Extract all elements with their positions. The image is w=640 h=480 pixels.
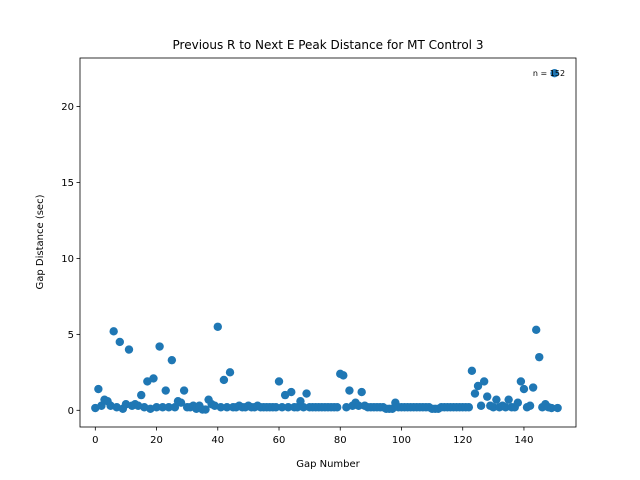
data-point bbox=[504, 395, 513, 404]
data-point bbox=[216, 403, 226, 412]
plot-area bbox=[79, 57, 577, 428]
data-point bbox=[137, 390, 146, 400]
y-tick-label: 10 bbox=[61, 254, 74, 265]
y-axis-label: Gap Distance (sec) bbox=[35, 194, 46, 289]
x-tick-label: 0 bbox=[92, 435, 98, 446]
data-point bbox=[513, 398, 523, 407]
data-point bbox=[535, 352, 544, 362]
sample-size-annotation: n = 152 bbox=[533, 69, 565, 78]
data-point bbox=[219, 375, 229, 385]
data-point bbox=[345, 386, 354, 395]
data-point bbox=[274, 377, 284, 386]
data-point bbox=[179, 386, 189, 395]
data-point bbox=[287, 387, 296, 397]
x-tick-label: 80 bbox=[334, 435, 347, 446]
chart-title: Previous R to Next E Peak Distance for M… bbox=[173, 38, 484, 52]
data-point bbox=[124, 345, 134, 354]
x-tick-label: 60 bbox=[273, 435, 286, 446]
y-tick-label: 5 bbox=[68, 330, 74, 341]
data-point bbox=[473, 381, 483, 391]
y-tick-label: 0 bbox=[68, 406, 74, 417]
x-tick-label: 100 bbox=[392, 435, 411, 446]
x-axis-label: Gap Number bbox=[296, 459, 360, 470]
y-tick-label: 20 bbox=[61, 102, 74, 113]
data-point bbox=[332, 403, 342, 412]
data-point bbox=[528, 383, 538, 392]
y-axis: 0 5 10 15 20 bbox=[61, 102, 80, 417]
data-point bbox=[531, 325, 541, 335]
data-point bbox=[489, 403, 498, 412]
data-point bbox=[492, 395, 501, 404]
data-point bbox=[109, 327, 118, 336]
data-point bbox=[547, 403, 556, 413]
data-point bbox=[149, 374, 158, 383]
data-point bbox=[550, 68, 559, 78]
data-point bbox=[553, 403, 562, 413]
data-point bbox=[464, 403, 474, 412]
data-point bbox=[158, 403, 167, 412]
data-point bbox=[519, 384, 529, 394]
data-point bbox=[339, 371, 348, 380]
data-point bbox=[225, 368, 235, 377]
data-point bbox=[201, 405, 210, 414]
data-point bbox=[483, 392, 492, 401]
data-point bbox=[271, 403, 281, 412]
data-point bbox=[525, 401, 535, 410]
data-point bbox=[283, 403, 293, 412]
data-point bbox=[222, 403, 232, 412]
x-tick-label: 20 bbox=[150, 435, 163, 446]
data-point bbox=[302, 389, 311, 398]
data-point bbox=[470, 389, 480, 398]
x-tick-label: 40 bbox=[211, 435, 224, 446]
data-point bbox=[516, 377, 526, 386]
data-point bbox=[94, 384, 103, 394]
data-point bbox=[501, 403, 510, 412]
data-point bbox=[155, 342, 164, 351]
data-point bbox=[164, 403, 173, 412]
data-point bbox=[277, 403, 287, 412]
y-tick-label: 15 bbox=[61, 178, 74, 189]
data-point bbox=[357, 387, 366, 397]
data-point bbox=[354, 401, 363, 410]
data-point bbox=[161, 386, 170, 395]
data-point bbox=[167, 355, 177, 365]
x-tick-label: 120 bbox=[453, 435, 472, 446]
data-point bbox=[476, 401, 486, 410]
x-axis: 0 20 40 60 80 100 120 140 bbox=[92, 427, 533, 446]
data-point bbox=[152, 403, 161, 412]
data-point bbox=[176, 398, 186, 407]
data-point bbox=[115, 337, 125, 347]
data-point bbox=[213, 322, 222, 331]
scatter-points bbox=[91, 68, 562, 414]
x-tick-label: 140 bbox=[514, 435, 533, 446]
data-point bbox=[299, 403, 308, 412]
data-point bbox=[479, 377, 489, 386]
data-point bbox=[467, 366, 477, 376]
